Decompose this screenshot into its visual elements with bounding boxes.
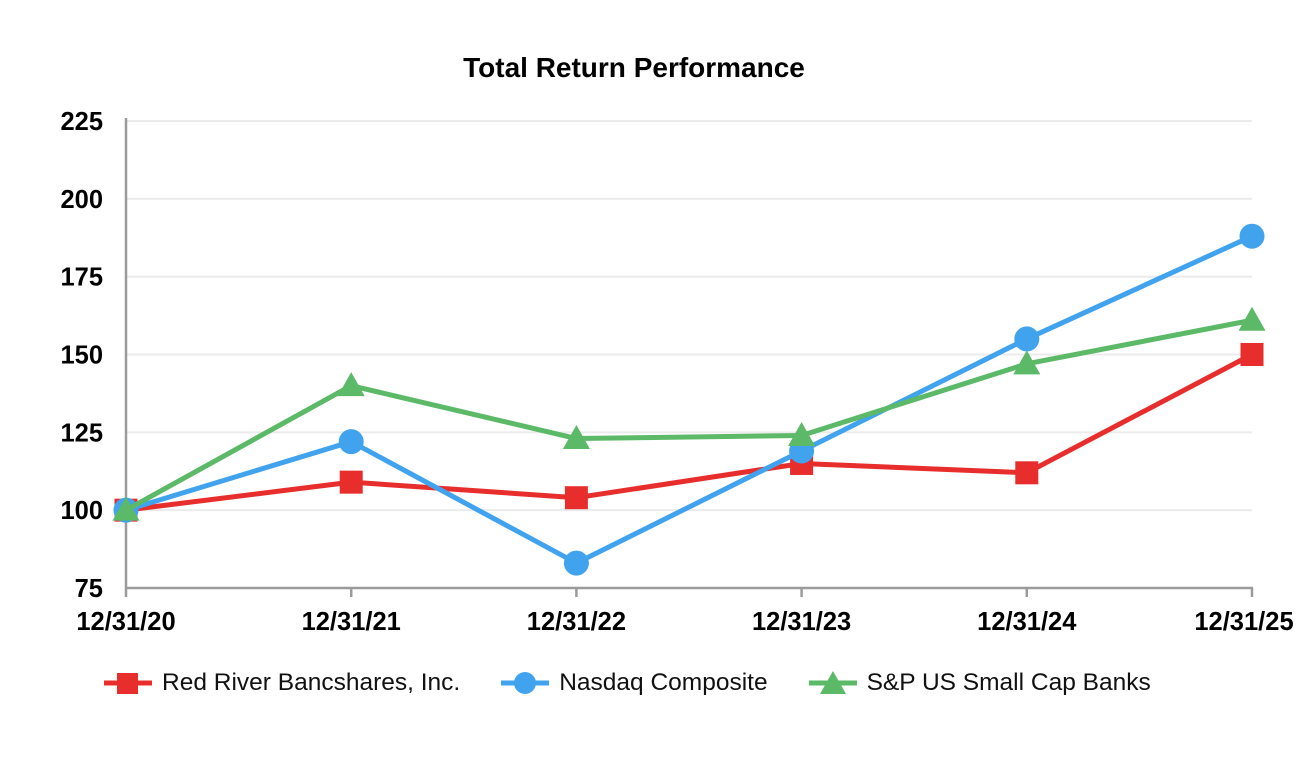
legend-item: Red River Bancshares, Inc. bbox=[103, 668, 460, 698]
square-marker bbox=[1240, 343, 1264, 366]
series-line-triangle bbox=[124, 317, 1253, 513]
x-tick-label: 12/31/20 bbox=[76, 608, 175, 636]
legend-item: S&P US Small Cap Banks bbox=[808, 668, 1151, 698]
triangle-marker bbox=[337, 372, 365, 397]
chart-title: Total Return Performance bbox=[463, 52, 805, 83]
triangle-marker bbox=[788, 421, 816, 446]
square-marker bbox=[1015, 461, 1039, 485]
x-tick-label: 12/31/21 bbox=[302, 608, 401, 636]
y-tick-label: 175 bbox=[60, 264, 103, 292]
y-tick-label: 125 bbox=[60, 419, 103, 447]
x-tick-label: 12/31/25 bbox=[1194, 608, 1293, 636]
triangle-marker bbox=[112, 496, 140, 521]
circle-marker bbox=[563, 550, 589, 576]
series-line-square bbox=[125, 352, 1254, 513]
legend-label: S&P US Small Cap Banks bbox=[866, 669, 1151, 696]
triangle-marker bbox=[1238, 306, 1266, 331]
triangle-legend-icon bbox=[808, 671, 857, 694]
triangle-marker bbox=[1013, 350, 1041, 375]
circle-legend-icon bbox=[501, 672, 550, 694]
y-tick-label: 75 bbox=[75, 575, 103, 603]
x-tick-label: 12/31/24 bbox=[977, 608, 1077, 636]
x-tick-label: 12/31/23 bbox=[752, 608, 851, 636]
square-marker bbox=[339, 470, 363, 494]
circle-marker bbox=[1014, 326, 1040, 352]
legend-label: Nasdaq Composite bbox=[559, 669, 768, 696]
circle-marker bbox=[1239, 223, 1265, 249]
y-tick-label: 200 bbox=[60, 186, 103, 214]
legend-label: Red River Bancshares, Inc. bbox=[162, 669, 461, 696]
chart-legend: Red River Bancshares, Inc. Nasdaq Composi… bbox=[103, 668, 1151, 698]
circle-marker bbox=[338, 429, 364, 455]
y-tick-label: 150 bbox=[60, 342, 103, 370]
y-tick-label: 225 bbox=[60, 108, 103, 136]
x-tick-label: 12/31/22 bbox=[527, 608, 626, 636]
y-tick-label: 100 bbox=[60, 497, 103, 525]
legend-item: Nasdaq Composite bbox=[500, 668, 768, 698]
series-line-circle bbox=[125, 233, 1254, 566]
triangle-marker bbox=[562, 425, 590, 450]
square-marker bbox=[564, 486, 588, 510]
square-legend-icon bbox=[104, 673, 152, 694]
